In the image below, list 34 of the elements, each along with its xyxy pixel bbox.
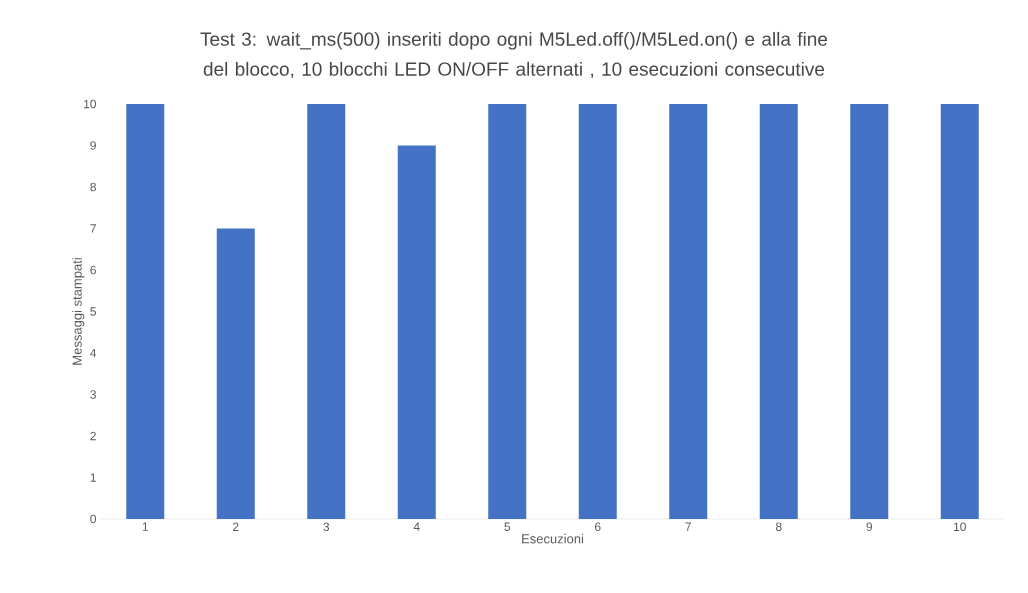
- y-tick-label: 9: [90, 141, 96, 150]
- y-tick-label: 8: [90, 182, 96, 192]
- bar: [669, 103, 708, 519]
- y-tick-label: 4: [90, 348, 97, 358]
- x-tick-label: 4: [413, 522, 420, 531]
- bar: [488, 103, 527, 519]
- y-tick-label: 5: [90, 307, 96, 316]
- y-tick-label: 2: [90, 431, 96, 441]
- x-tick-label: 3: [323, 522, 330, 532]
- x-tick-label: 8: [775, 522, 782, 532]
- x-tick-label: 7: [685, 522, 691, 531]
- bar: [850, 103, 889, 519]
- y-tick-label: 10: [84, 99, 97, 109]
- y-axis-title: Messaggi stampati: [72, 258, 85, 365]
- bar: [759, 103, 798, 519]
- bar: [126, 103, 165, 519]
- y-tick-label: 3: [90, 390, 96, 399]
- y-tick-label: 7: [90, 224, 96, 233]
- x-tick-label: 9: [866, 522, 873, 532]
- bar: [578, 103, 617, 519]
- x-tick-label: 6: [595, 522, 601, 532]
- bar: [940, 103, 979, 519]
- x-tick-label: 1: [142, 522, 149, 531]
- bar: [216, 228, 255, 519]
- chart-title: Test 3: wait_ms(500) inseriti dopo ogni M5Led.off()/M5Led.on() e alla fine del blocco, 10 blocchi LED ON/OFF alternati , 10 esecuzioni consecutive: [200, 31, 828, 79]
- bar: [307, 103, 346, 519]
- x-tick-label: 2: [233, 522, 239, 531]
- y-tick-label: 0: [90, 514, 97, 524]
- bar: [397, 145, 436, 519]
- y-tick-label: 1: [90, 473, 96, 482]
- x-tick-label: 5: [504, 522, 511, 531]
- y-tick-label: 6: [90, 265, 96, 275]
- x-axis-title: Esecuzioni: [522, 533, 584, 544]
- x-tick-label: 10: [954, 522, 966, 532]
